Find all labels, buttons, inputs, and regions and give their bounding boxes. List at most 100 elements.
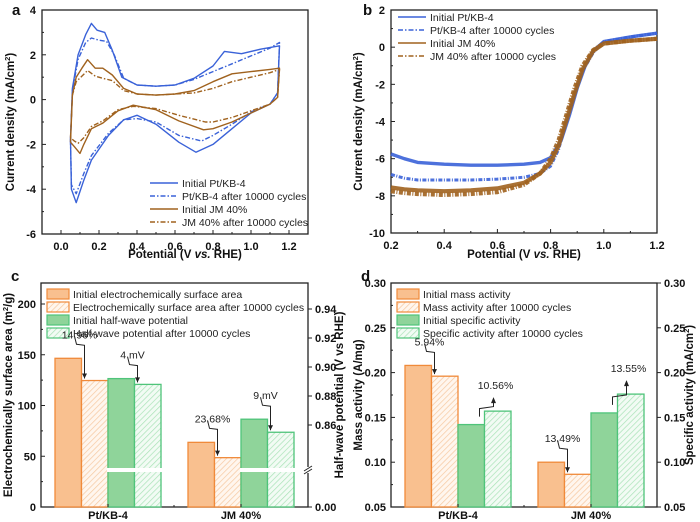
y-axis-label: Mass activity (A/mg) <box>353 339 365 450</box>
y-right-tick-label: 0.15 <box>664 412 685 424</box>
panel-c-esa-bar-chart: 0 50 100 150 200 0.00 0.86 0.88 0.90 0.92 0.94 Pt/K… <box>1 268 346 522</box>
annotation-arrow <box>74 336 85 379</box>
bar-1-0 <box>430 375 459 508</box>
bar-0-1 <box>537 461 566 508</box>
x-tick-label: 1.2 <box>281 241 296 253</box>
y-right-tick-label: 0.00 <box>315 502 336 514</box>
annotation-label: 13.49% <box>545 433 581 445</box>
y-tick-label: 0 <box>30 95 36 107</box>
x-category-label: JM 40% <box>221 510 262 522</box>
annotation-label: 10.56% <box>478 380 514 392</box>
annotation-arrowhead <box>565 467 570 473</box>
annotation-label: 4 mV <box>120 350 145 362</box>
bar-1-1 <box>213 457 242 508</box>
panel-label: a <box>12 2 21 19</box>
annotation-arrow <box>424 343 435 375</box>
legend-label: JM 40% after 10000 cycles <box>182 217 308 229</box>
annotation-arrow <box>207 420 218 456</box>
annotation-label: 14.96% <box>62 329 98 341</box>
legend-label: Initial specific activity <box>423 315 521 327</box>
x-tick-label: 1.0 <box>596 240 611 252</box>
legend-label: Specific activity after 10000 cycles <box>423 328 583 340</box>
y-axis-label: Half-wave potential (V vs RHE) <box>334 311 346 478</box>
x-tick-label: 0.2 <box>383 240 398 252</box>
series-line-3 <box>69 68 281 144</box>
panel-label: c <box>11 268 19 285</box>
bar-2-0 <box>457 423 486 508</box>
y-tick-label: 150 <box>18 350 36 362</box>
x-tick-label: 0.4 <box>437 240 453 252</box>
legend-label: Initial mass activity <box>423 289 511 301</box>
annotation-arrowhead <box>82 373 87 379</box>
x-tick-label: 1.0 <box>243 241 258 253</box>
panel-label: d <box>361 268 370 285</box>
annotation-label: 9 mV <box>253 390 278 402</box>
y-tick-label: 0.15 <box>365 412 386 424</box>
y-right-tick-label: 0.86 <box>315 420 336 432</box>
legend-swatch <box>396 314 420 326</box>
annotation-arrowhead <box>215 450 220 456</box>
x-tick-label: 0.8 <box>205 241 220 253</box>
legend-swatch <box>396 288 420 300</box>
legend-label: Initial electrochemically surface area <box>73 289 242 301</box>
legend-label: Half-wave potential after 10000 cycles <box>73 328 250 340</box>
series-line-2 <box>390 36 658 194</box>
series-line-2 <box>69 59 281 155</box>
bar-0-1 <box>187 441 216 508</box>
y-tick-label: 0 <box>30 502 36 514</box>
annotation-arrowhead <box>268 425 273 431</box>
legend-label: Pt/KB-4 after 10000 cycles <box>430 25 554 37</box>
legend-swatch <box>46 327 70 339</box>
y-tick-label: 2 <box>30 50 36 62</box>
x-axis-label: Potential (V vs. RHE) <box>128 249 242 261</box>
panel-d-activity-bar-chart: 0.05 0.10 0.15 0.20 0.25 0.30 0.05 0.10 0.15 0.20… <box>353 268 696 522</box>
y-tick-label: -6 <box>26 229 36 241</box>
series-line-1 <box>69 37 281 195</box>
legend-label: Initial half-wave potential <box>73 315 188 327</box>
legend-label: Initial JM 40% <box>430 38 495 50</box>
y-axis-label: Electrochemically surface area (m2/g) <box>1 293 15 497</box>
annotation-label: 13.55% <box>611 363 647 375</box>
panel-b-lsv-chart: 0.2 0.4 0.6 0.8 1.0 1.2 -10 -8 -6 -4 -2 0 2 Initial P… <box>351 2 665 261</box>
x-tick-label: 0.8 <box>543 240 558 252</box>
y-tick-label: 4 <box>30 5 37 17</box>
legend-label: Electrochemically surface area after 100… <box>73 302 304 314</box>
y-axis-label: Current density (mA/cm2) <box>3 53 17 192</box>
panel-a-cv-chart: 0.0 0.2 0.4 0.6 0.8 1.0 1.2 -6 -4 -2 0 2 4 Initial Pt… <box>3 2 309 261</box>
annotation-arrowhead <box>491 397 496 404</box>
x-tick-label: 0.0 <box>53 241 68 253</box>
annotation-arrow <box>127 356 138 383</box>
y-tick-label: 200 <box>18 299 36 311</box>
y-right-tick-label: 0.94 <box>315 304 337 316</box>
legend-swatch <box>396 301 420 313</box>
y-tick-label: 0.05 <box>365 502 386 514</box>
axis-break-band <box>240 468 295 472</box>
legend-swatch <box>46 314 70 326</box>
bar-3-0 <box>483 410 512 508</box>
annotation-arrowhead <box>135 377 140 383</box>
y-right-tick-label: 0.25 <box>664 323 685 335</box>
x-tick-label: 1.2 <box>649 240 664 252</box>
annotation-label: 23.68% <box>195 413 231 425</box>
annotation-label: 5.94% <box>415 336 445 348</box>
legend-label: Initial Pt/KB-4 <box>182 178 246 190</box>
legend-label: Initial JM 40% <box>182 204 247 216</box>
bar-3-0 <box>133 383 162 508</box>
annotation-arrow <box>612 382 627 405</box>
y-tick-label: -2 <box>26 139 36 151</box>
annotation-arrow <box>260 397 271 431</box>
axis-break-mark <box>303 465 313 472</box>
y-right-tick-label: 0.92 <box>315 333 336 345</box>
y-tick-label: 0.25 <box>365 323 386 335</box>
y-tick-label: 0.30 <box>365 278 386 290</box>
y-tick-label: 50 <box>24 451 36 463</box>
y-right-tick-label: 0.10 <box>664 457 685 469</box>
annotation-arrow <box>557 440 568 473</box>
series-line-3 <box>390 36 658 197</box>
bar-2-0 <box>107 377 136 508</box>
legend-swatch <box>46 301 70 313</box>
y-tick-label: 100 <box>18 401 36 413</box>
bar-3-1 <box>616 393 645 508</box>
axis-break-mark <box>303 468 313 475</box>
bar-0-0 <box>404 364 433 508</box>
